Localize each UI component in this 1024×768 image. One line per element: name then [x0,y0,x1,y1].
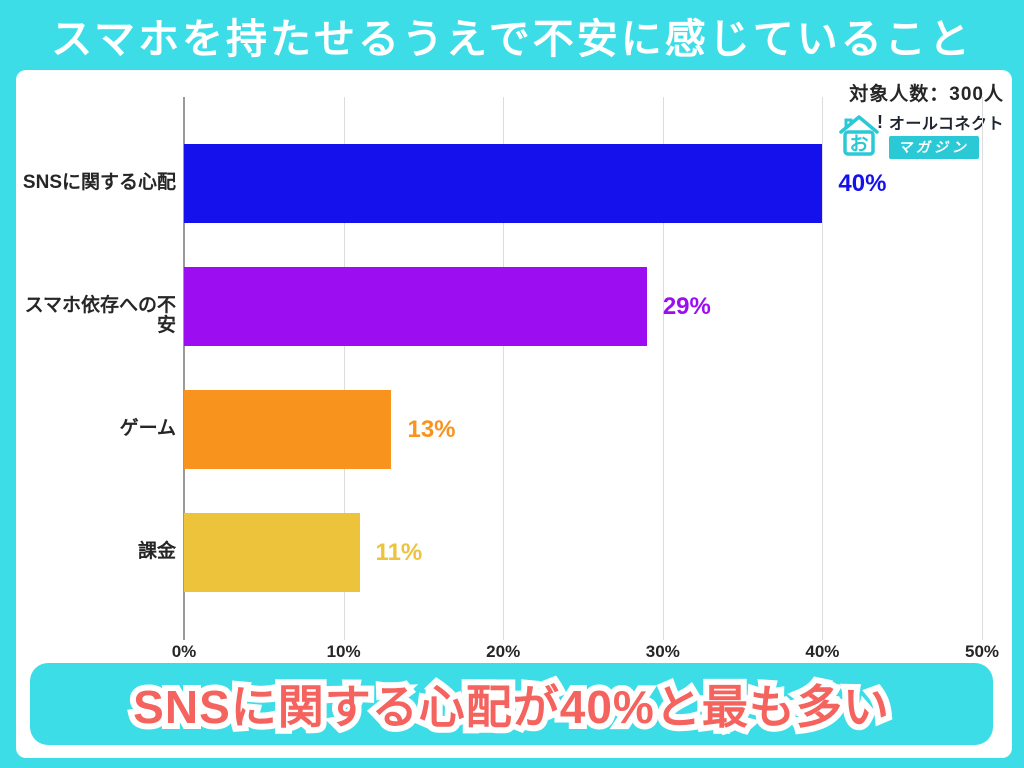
house-icon: お ! [839,112,883,156]
callout-text: SNSに関する心配が40%と最も多い [133,681,890,733]
callout-banner: SNSに関する心配が40%と最も多い SNSに関する心配が40%と最も多い [30,663,993,745]
brand-sub-badge: マガジン [888,136,979,159]
brand-logo: お ! オールコネクト マガジン [837,110,1004,159]
logo-text: オールコネクト マガジン [888,110,1004,159]
callout-text-outline: SNSに関する心配が40%と最も多い [127,675,895,739]
chart-panel [16,70,1012,758]
house-char: お [849,133,868,155]
sample-size-label: 対象人数：300人 [849,84,1004,105]
page-title: スマホを持たせるうえで不安に感じていること [51,16,973,62]
title-bar: スマホを持たせるうえで不安に感じていること [0,0,1024,70]
exclamation-mark: ! [877,112,883,132]
brand-name: オールコネクト [888,116,1004,133]
